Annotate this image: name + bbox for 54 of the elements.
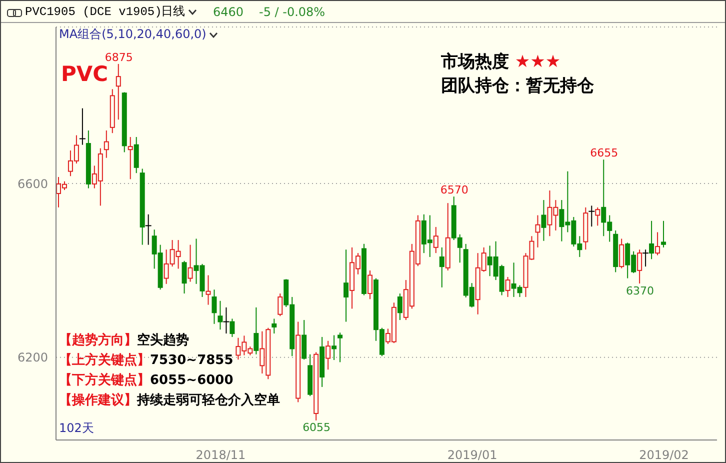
candlestick xyxy=(661,220,666,248)
annotation: 【下方关键点】6055~6000 xyxy=(59,373,234,388)
annotation: 6570 xyxy=(440,184,468,197)
annotation: 【操作建议】持续走弱可轻仓介入空单 xyxy=(59,393,280,408)
candlestick xyxy=(212,289,217,324)
x-tick-label: 2018/11 xyxy=(196,448,246,462)
annotation: 【上方关键点】7530~7855 xyxy=(59,353,234,368)
candlestick xyxy=(128,136,133,180)
annotation: 6055 xyxy=(302,421,331,434)
x-tick-label: 2019/02 xyxy=(639,448,689,462)
candlestick xyxy=(278,292,283,317)
candlestick xyxy=(188,244,193,282)
text: 6460 xyxy=(213,5,244,20)
text: 日线 xyxy=(161,4,186,18)
annotation: 6655 xyxy=(590,146,618,160)
candlestick xyxy=(218,300,223,330)
candlestick xyxy=(272,318,277,334)
candlestick xyxy=(619,238,624,269)
candlestick xyxy=(344,249,349,322)
candlestick xyxy=(655,232,660,256)
candlestick xyxy=(134,136,139,174)
candlestick xyxy=(206,274,211,306)
annotation: 团队持仓：暂无持仓 xyxy=(441,76,594,96)
annotation: 市场热度 ★★★ xyxy=(441,52,561,72)
candlestick xyxy=(433,226,438,254)
y-tick-label: 6600 xyxy=(17,176,48,191)
candlestick xyxy=(182,260,187,294)
candlestick xyxy=(535,214,540,248)
candlestick xyxy=(230,318,235,338)
candlestick xyxy=(116,63,121,120)
candlestick xyxy=(397,292,402,321)
candlestick xyxy=(104,130,109,158)
candlestick xyxy=(505,276,510,298)
candlestick xyxy=(637,249,642,284)
candlestick xyxy=(367,270,372,300)
text: PVC xyxy=(61,62,108,86)
x-tick-label: 2019/01 xyxy=(447,448,498,462)
candlestick xyxy=(302,320,307,360)
annotation: 【趋势方向】空头趋势 xyxy=(59,333,189,348)
text: PVC1905 (DCE v1905) xyxy=(25,5,162,20)
annotation: 6370 xyxy=(626,284,654,298)
candlestick xyxy=(332,334,337,361)
text: -5 / -0.08% xyxy=(259,5,326,20)
candlestick xyxy=(326,340,331,370)
candlestick xyxy=(338,332,343,363)
candlestick xyxy=(649,220,654,260)
candlestick xyxy=(254,306,259,355)
candlestick xyxy=(439,246,444,288)
annotation: 102天 xyxy=(59,421,94,436)
annotation: 6875 xyxy=(104,50,133,64)
candlestick xyxy=(595,206,600,226)
y-tick-label: 6200 xyxy=(17,350,48,365)
annotation: MA组合(5,10,20,40,60,0) xyxy=(59,27,208,42)
candlestick xyxy=(541,200,546,242)
